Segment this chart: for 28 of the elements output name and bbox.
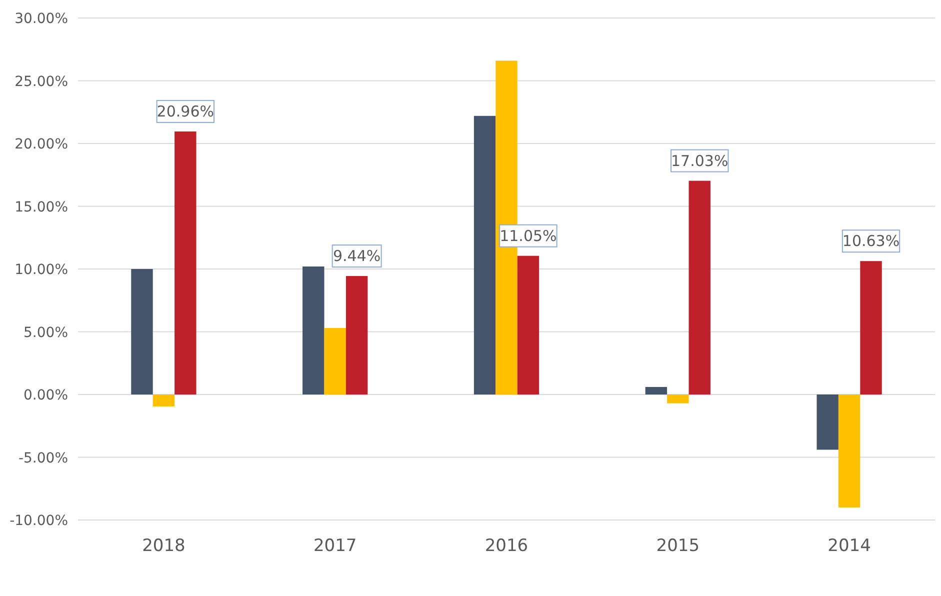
bar: [302, 266, 324, 394]
bar: [860, 261, 882, 394]
y-tick-label: 15.00%: [14, 199, 68, 216]
bar: [688, 180, 710, 394]
bar: [816, 394, 838, 450]
y-tick-label: 30.00%: [14, 11, 68, 27]
x-tick-label: 2018: [142, 536, 186, 556]
y-tick-label: 5.00%: [24, 324, 68, 341]
bar: [346, 276, 368, 394]
bar: [645, 386, 668, 394]
bar: [152, 394, 175, 406]
x-tick-label: 2015: [656, 536, 700, 556]
bar: [174, 131, 196, 394]
x-tick-label: 2014: [828, 536, 871, 556]
bar: [838, 394, 860, 508]
bar: [517, 256, 540, 394]
bar: [474, 116, 496, 394]
y-tick-label: -5.00%: [18, 450, 68, 466]
y-tick-label: -10.00%: [10, 513, 68, 529]
bar: [667, 394, 689, 404]
y-tick-label: 20.00%: [14, 136, 68, 152]
y-tick-label: 25.00%: [14, 74, 68, 90]
y-tick-label: 10.00%: [14, 262, 68, 278]
bar: [131, 269, 153, 394]
y-tick-label: 0.00%: [24, 388, 68, 404]
x-tick-label: 2017: [313, 536, 357, 556]
x-tick-label: 2016: [484, 536, 528, 556]
bar: [324, 328, 346, 394]
